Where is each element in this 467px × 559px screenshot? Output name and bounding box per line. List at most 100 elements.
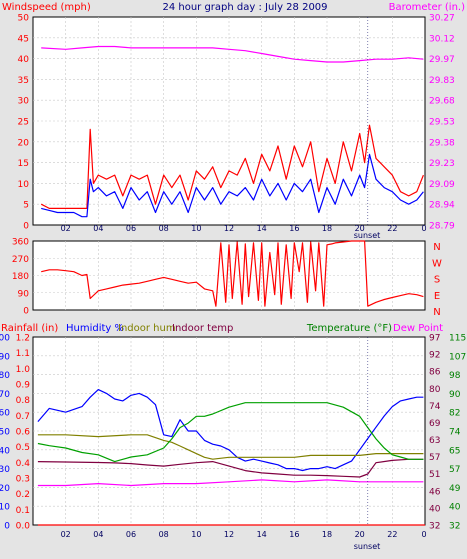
indoor-temp-y-tick-label: 86	[429, 368, 441, 378]
dew-point-line	[37, 479, 424, 487]
x-tick-label: 04	[93, 224, 103, 233]
compass-label: N	[433, 307, 440, 318]
indoor-temp-y-tick-label: 32	[429, 522, 440, 532]
x-tick-label: 16	[289, 530, 299, 539]
x-tick-label: 16	[289, 224, 299, 233]
x-tick-label: 02	[61, 224, 71, 233]
rain-y-tick-label: 1.2	[16, 334, 30, 344]
x-tick-label: 02	[61, 530, 71, 539]
wind-y-tick-label: 50	[18, 14, 30, 24]
rain-y-tick-label: 0.8	[16, 396, 31, 406]
indoor-hum-axis-label: Indoor hum	[118, 323, 176, 334]
temperature-line	[37, 402, 424, 463]
x-tick-label: 20	[355, 530, 365, 539]
humidity-y-tick-label: 90	[0, 352, 10, 362]
temperature-y-tick-label: 32	[449, 522, 460, 532]
x-tick-label: 20	[355, 224, 365, 233]
barometer-axis-label: Barometer (in.)	[389, 2, 465, 13]
rainfall-axis-label: Rainfall (in)	[1, 323, 58, 334]
temperature-y-tick-label: 98	[449, 371, 461, 381]
temperature-y-tick-label: 82	[449, 409, 460, 419]
barometer-y-tick-label: 30.12	[429, 34, 455, 44]
rain-y-tick-label: 0.0	[16, 522, 31, 532]
humidity-y-tick-label: 0	[4, 522, 10, 532]
barometer-y-tick-label: 29.68	[429, 97, 455, 107]
windspeed-axis-label: Windspeed (mph)	[2, 2, 91, 13]
compass-label: W	[432, 258, 442, 269]
humidity-y-tick-label: 10	[0, 503, 10, 513]
x-tick-label: 08	[159, 530, 169, 539]
wind-speed-line	[41, 153, 424, 218]
barometer-y-tick-label: 29.38	[429, 138, 455, 148]
wind-y-tick-label: 35	[18, 76, 29, 86]
indoor-temp-y-tick-label: 92	[429, 351, 440, 361]
compass-label: E	[434, 291, 440, 302]
barometer-y-tick-label: 28.94	[429, 201, 455, 211]
humidity-line	[37, 389, 424, 472]
indoor-temp-y-tick-label: 74	[429, 402, 441, 412]
indoor-temp-y-tick-label: 46	[429, 487, 441, 497]
wind-y-tick-label: 5	[23, 201, 29, 211]
wind-y-tick-label: 40	[18, 55, 30, 65]
wind-y-tick-label: 30	[18, 97, 30, 107]
wind-y-tick-label: 10	[18, 180, 30, 190]
barometer-line	[41, 45, 424, 63]
indoor-temp-y-tick-label: 40	[429, 504, 441, 514]
temperature-y-tick-label: 40	[449, 503, 461, 513]
x-tick-label: 0	[421, 224, 426, 233]
dew-point-axis-label: Dew Point	[393, 323, 443, 334]
x-tick-label: 0	[421, 530, 426, 539]
humidity-y-tick-label: 70	[0, 390, 10, 400]
humidity-y-tick-label: 20	[0, 484, 10, 494]
indoor-temp-y-tick-label: 57	[429, 453, 440, 463]
temperature-y-tick-label: 115	[449, 334, 466, 344]
sunset-label-lower: sunset	[354, 542, 381, 551]
sunset-label: sunset	[354, 231, 381, 240]
humidity-y-tick-label: 50	[0, 428, 10, 438]
wind-y-tick-label: 15	[18, 159, 29, 169]
barometer-y-tick-label: 28.79	[429, 222, 455, 232]
barometer-y-tick-label: 30.27	[429, 14, 455, 24]
temperature-y-tick-label: 57	[449, 465, 460, 475]
rain-y-tick-label: 0.1	[16, 506, 30, 516]
rain-y-tick-label: 0.6	[16, 428, 31, 438]
indoor-temp-y-tick-label: 97	[429, 334, 440, 344]
temperature-y-tick-label: 107	[449, 352, 466, 362]
humidity-y-tick-label: 40	[0, 446, 10, 456]
rain-y-tick-label: 0.9	[16, 381, 31, 391]
wind-y-tick-label: 45	[18, 34, 29, 44]
temperature-y-tick-label: 65	[449, 446, 460, 456]
humidity-y-tick-label: 100	[0, 334, 10, 344]
direction-y-tick-label: 180	[12, 272, 29, 282]
rain-y-tick-label: 1.0	[16, 365, 31, 375]
wind-direction-line	[41, 240, 424, 307]
x-tick-label: 12	[224, 530, 234, 539]
indoor-temp-y-tick-label: 63	[429, 436, 440, 446]
compass-label: N	[433, 242, 440, 253]
temperature-axis-label: Temperature (°F)	[306, 323, 392, 334]
temperature-y-tick-label: 74	[449, 428, 461, 438]
wind-gust-line	[40, 124, 424, 209]
rain-y-tick-label: 0.2	[16, 490, 30, 500]
indoor-humidity-line	[37, 434, 424, 460]
barometer-y-tick-label: 29.83	[429, 76, 455, 86]
x-tick-label: 12	[224, 224, 234, 233]
barometer-y-tick-label: 29.23	[429, 159, 455, 169]
x-tick-label: 22	[387, 224, 397, 233]
direction-y-tick-label: 90	[18, 289, 30, 299]
direction-y-tick-label: 360	[12, 238, 29, 248]
temperature-y-tick-label: 90	[449, 390, 461, 400]
rain-y-tick-label: 0.7	[16, 412, 30, 422]
wind-y-tick-label: 0	[23, 222, 29, 232]
humidity-axis-label: Humidity %	[66, 323, 124, 334]
temperature-y-tick-label: 49	[449, 484, 461, 494]
indoor-temp-y-tick-label: 51	[429, 470, 440, 480]
x-tick-label: 06	[126, 224, 136, 233]
barometer-y-tick-label: 29.09	[429, 180, 455, 190]
indoor-temp-y-tick-label: 80	[429, 385, 441, 395]
chart-title: 24 hour graph day : July 28 2009	[162, 2, 327, 13]
x-tick-label: 14	[257, 224, 267, 233]
direction-y-tick-label: 0	[23, 307, 29, 317]
compass-label: S	[434, 275, 440, 286]
x-tick-label: 18	[322, 530, 332, 539]
